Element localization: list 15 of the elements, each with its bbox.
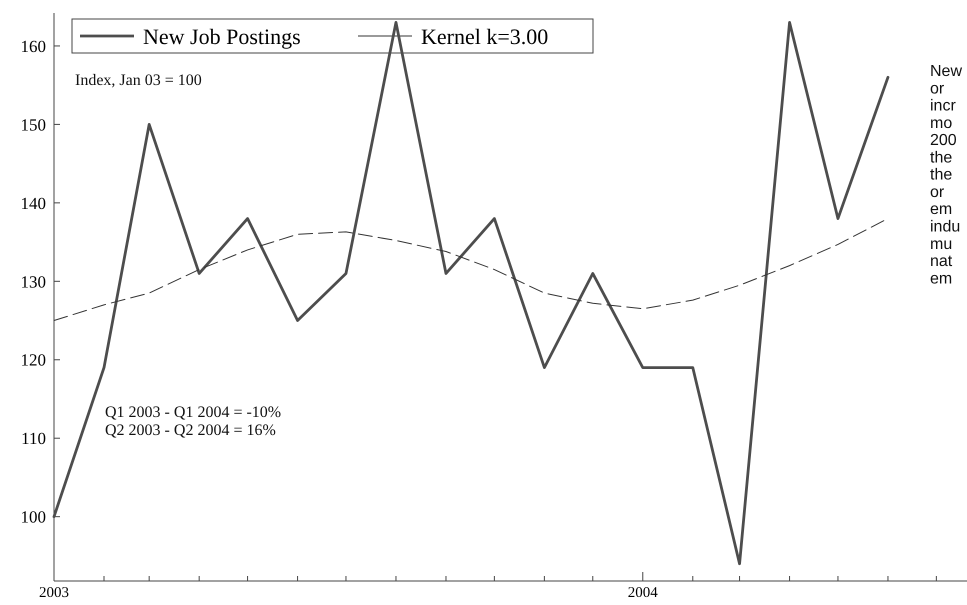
y-tick-label: 130 [20, 272, 46, 292]
y-tick-label: 150 [20, 115, 46, 134]
y-tick-label: 100 [20, 508, 46, 527]
legend-label: Kernel k=3.00 [421, 24, 548, 49]
y-tick-label: 110 [21, 429, 46, 448]
x-tick-label: 2003 [39, 585, 69, 601]
annotation: Q1 2003 - Q1 2004 = -10% [105, 404, 282, 421]
x-tick-label: 2004 [628, 585, 658, 601]
y-tick-label: 160 [20, 36, 46, 56]
legend-label: New Job Postings [143, 24, 301, 49]
y-tick-label: 140 [20, 194, 46, 213]
y-tick-label: 120 [20, 350, 46, 370]
text: New or incr mo 200 the the or em indu mu nat em [930, 63, 962, 288]
annotation: Q2 2003 - Q2 2004 = 16% [105, 422, 276, 439]
annotation: Index, Jan 03 = 100 [75, 72, 202, 89]
